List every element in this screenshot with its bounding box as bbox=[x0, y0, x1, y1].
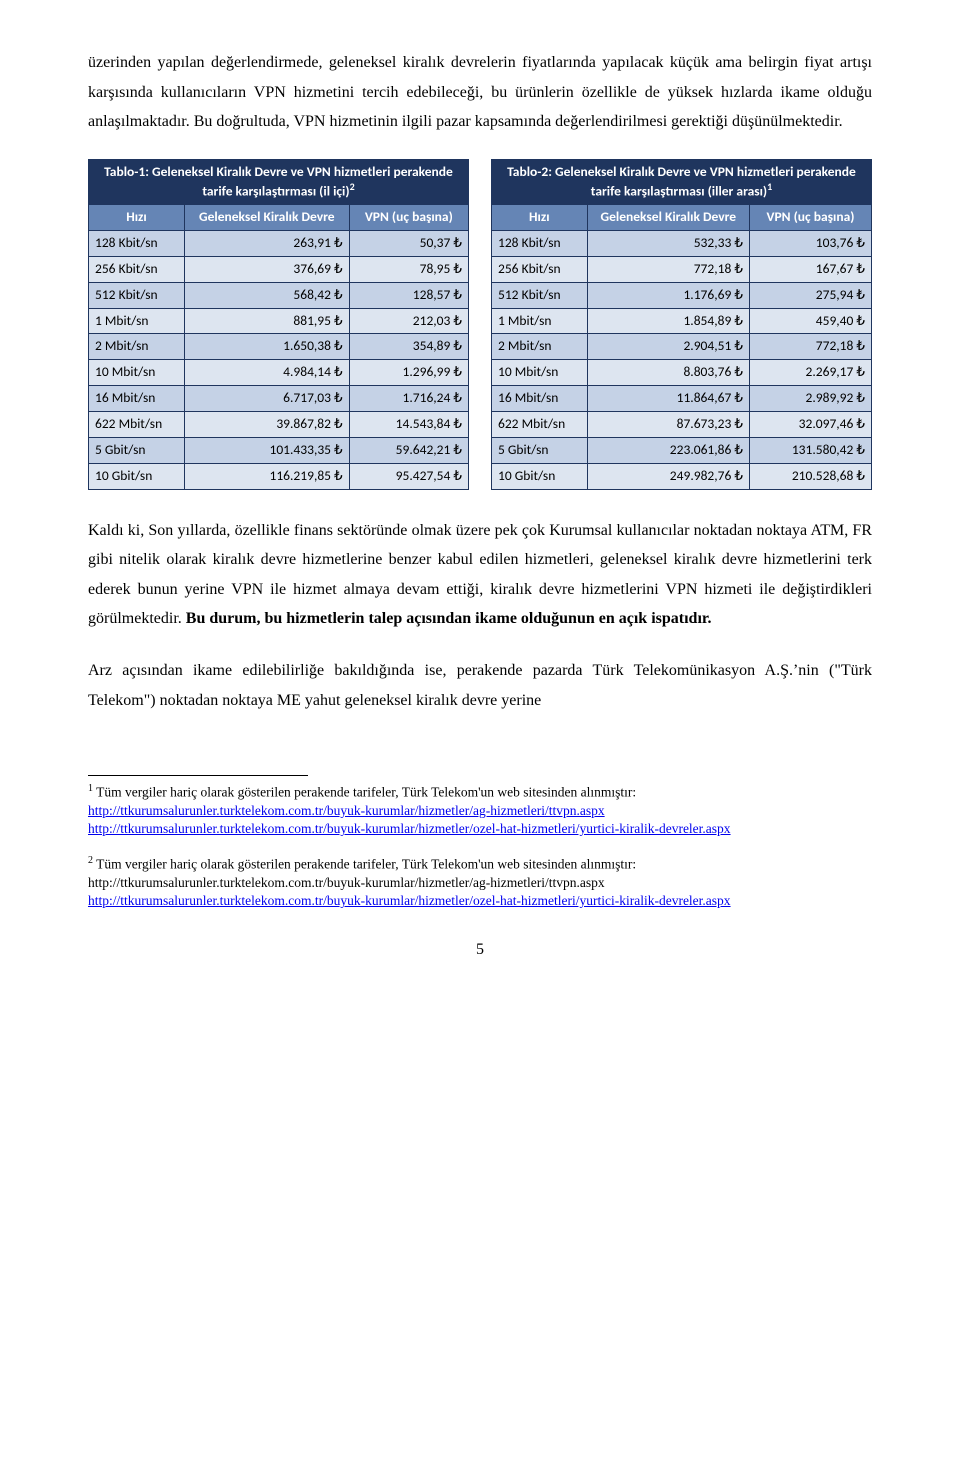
footnote-2-plain-url: http://ttkurumsalurunler.turktelekom.com… bbox=[88, 875, 605, 890]
tables-container: Tablo-1: Geleneksel Kiralık Devre ve VPN… bbox=[88, 159, 872, 490]
table-2-header-3: VPN (uç başına) bbox=[749, 205, 871, 231]
paragraph-1: üzerinden yapılan değerlendirmede, gelen… bbox=[88, 48, 872, 137]
table-row: 256 Kbit/sn376,69 ₺78,95 ₺ bbox=[89, 256, 469, 282]
footnote-2-text: Tüm vergiler hariç olarak gösterilen per… bbox=[93, 857, 636, 872]
table-row: 16 Mbit/sn6.717,03 ₺1.716,24 ₺ bbox=[89, 386, 469, 412]
table-row: 5 Gbit/sn223.061,86 ₺131.580,42 ₺ bbox=[492, 437, 872, 463]
footnote-1-link-2[interactable]: http://ttkurumsalurunler.turktelekom.com… bbox=[88, 821, 731, 836]
footnote-separator bbox=[88, 775, 308, 782]
table-row: 1 Mbit/sn881,95 ₺212,03 ₺ bbox=[89, 308, 469, 334]
table-1-sup: 2 bbox=[350, 180, 355, 193]
table-row: 2 Mbit/sn1.650,38 ₺354,89 ₺ bbox=[89, 334, 469, 360]
footnote-1: 1 Tüm vergiler hariç olarak gösterilen p… bbox=[88, 782, 872, 838]
table-row: 10 Mbit/sn8.803,76 ₺2.269,17 ₺ bbox=[492, 360, 872, 386]
table-row: 128 Kbit/sn263,91 ₺50,37 ₺ bbox=[89, 230, 469, 256]
footnote-1-text: Tüm vergiler hariç olarak gösterilen per… bbox=[93, 785, 636, 800]
paragraph-2: Kaldı ki, Son yıllarda, özellikle finans… bbox=[88, 516, 872, 634]
table-1-header-3: VPN (uç başına) bbox=[349, 205, 468, 231]
footnotes: 1 Tüm vergiler hariç olarak gösterilen p… bbox=[88, 782, 872, 910]
table-row: 512 Kbit/sn1.176,69 ₺275,94 ₺ bbox=[492, 282, 872, 308]
table-1-title: Tablo-1: Geleneksel Kiralık Devre ve VPN… bbox=[89, 159, 469, 204]
table-1-title-text: Tablo-1: Geleneksel Kiralık Devre ve VPN… bbox=[104, 163, 453, 199]
table-row: 512 Kbit/sn568,42 ₺128,57 ₺ bbox=[89, 282, 469, 308]
table-row: 256 Kbit/sn772,18 ₺167,67 ₺ bbox=[492, 256, 872, 282]
page-number: 5 bbox=[88, 935, 872, 965]
table-2-header-1: Hızı bbox=[492, 205, 588, 231]
table-row: 622 Mbit/sn87.673,23 ₺32.097,46 ₺ bbox=[492, 412, 872, 438]
table-row: 622 Mbit/sn39.867,82 ₺14.543,84 ₺ bbox=[89, 412, 469, 438]
table-row: 10 Gbit/sn116.219,85 ₺95.427,54 ₺ bbox=[89, 463, 469, 489]
table-2-title-text: Tablo-2: Geleneksel Kiralık Devre ve VPN… bbox=[507, 163, 856, 199]
table-2-header-2: Geleneksel Kiralık Devre bbox=[587, 205, 749, 231]
paragraph-2-bold: Bu durum, bu hizmetlerin talep açısından… bbox=[186, 610, 712, 627]
table-1: Tablo-1: Geleneksel Kiralık Devre ve VPN… bbox=[88, 159, 469, 490]
table-row: 1 Mbit/sn1.854,89 ₺459,40 ₺ bbox=[492, 308, 872, 334]
table-row: 10 Gbit/sn249.982,76 ₺210.528,68 ₺ bbox=[492, 463, 872, 489]
footnote-2: 2 Tüm vergiler hariç olarak gösterilen p… bbox=[88, 854, 872, 910]
table-2-title: Tablo-2: Geleneksel Kiralık Devre ve VPN… bbox=[492, 159, 872, 204]
table-1-header-2: Geleneksel Kiralık Devre bbox=[184, 205, 349, 231]
table-row: 16 Mbit/sn11.864,67 ₺2.989,92 ₺ bbox=[492, 386, 872, 412]
paragraph-3: Arz açısından ikame edilebilirliğe bakıl… bbox=[88, 656, 872, 715]
table-row: 2 Mbit/sn2.904,51 ₺772,18 ₺ bbox=[492, 334, 872, 360]
table-row: 10 Mbit/sn4.984,14 ₺1.296,99 ₺ bbox=[89, 360, 469, 386]
table-row: 128 Kbit/sn532,33 ₺103,76 ₺ bbox=[492, 230, 872, 256]
table-row: 5 Gbit/sn101.433,35 ₺59.642,21 ₺ bbox=[89, 437, 469, 463]
table-2-sup: 1 bbox=[767, 180, 772, 193]
footnote-2-link[interactable]: http://ttkurumsalurunler.turktelekom.com… bbox=[88, 893, 731, 908]
table-1-header-1: Hızı bbox=[89, 205, 185, 231]
table-2: Tablo-2: Geleneksel Kiralık Devre ve VPN… bbox=[491, 159, 872, 490]
footnote-1-link-1[interactable]: http://ttkurumsalurunler.turktelekom.com… bbox=[88, 803, 605, 818]
